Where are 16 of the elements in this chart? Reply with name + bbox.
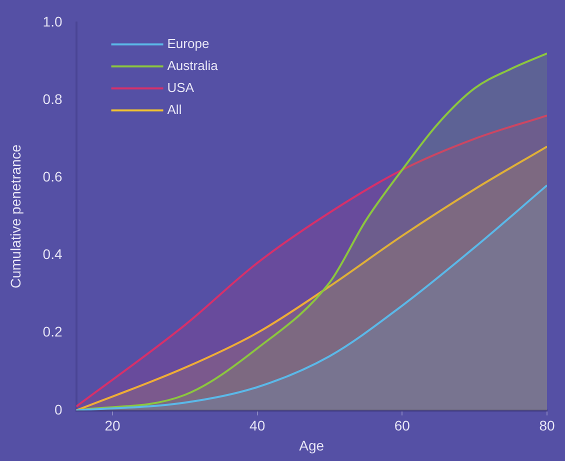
y-tick-label: 0.8 — [42, 90, 62, 107]
y-tick-label: 0.2 — [42, 324, 62, 340]
x-axis-title: Age — [299, 437, 324, 454]
y-axis-title: Cumulative penetrance — [7, 144, 24, 288]
x-tick-label: 40 — [250, 418, 266, 434]
legend-label: Australia — [167, 58, 219, 73]
x-tick-label: 60 — [394, 418, 410, 434]
legend-label: Europe — [167, 36, 210, 51]
x-tick-label: 20 — [104, 418, 120, 434]
legend-label: All — [167, 102, 182, 117]
y-tick-label: 0.4 — [42, 246, 62, 262]
y-tick-label: 0 — [54, 401, 62, 418]
y-tick-label: 1.0 — [42, 13, 62, 30]
legend-label: USA — [167, 80, 194, 95]
y-tick-label: 0.6 — [42, 168, 62, 184]
x-tick-label: 80 — [539, 418, 555, 434]
